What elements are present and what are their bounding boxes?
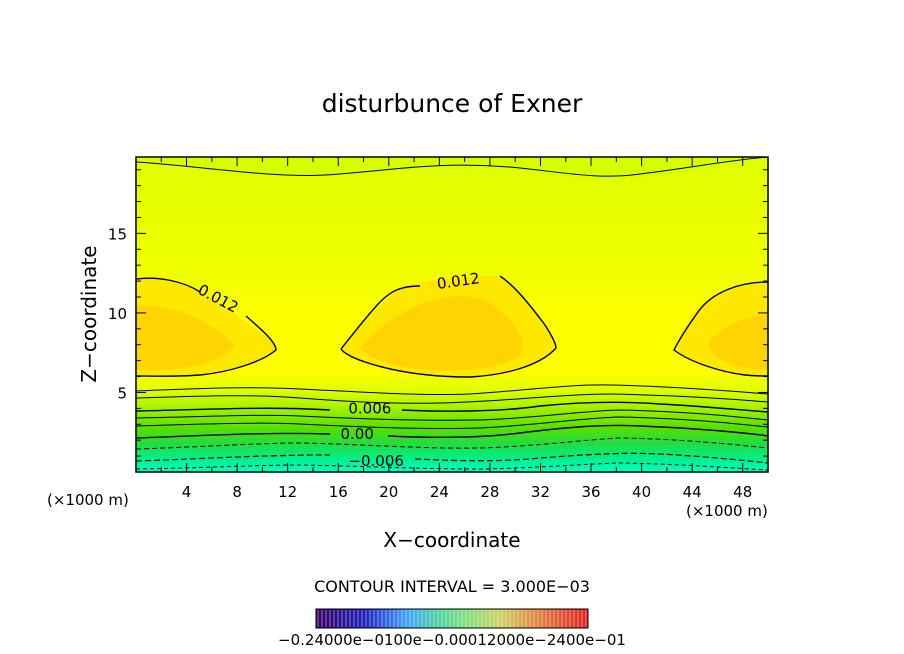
x-tick-label: 4 [182,483,192,501]
x-axis-label: X−coordinate [383,528,520,552]
y-tick-label: 5 [117,384,127,402]
y-unit-label: (×1000 m) [47,491,129,509]
contour-interval-text: CONTOUR INTERVAL = 3.000E−03 [314,577,590,596]
x-tick-label: 48 [733,483,752,501]
contour-0008 [136,393,768,404]
core-right [708,314,768,370]
y-axis-label: Z−coordinate [77,245,101,382]
colorbar: −0.24000e−0100e−0.00012000e−2400e−01 [278,608,626,649]
chart-title: disturbunce of Exner [322,89,583,118]
contour-label: 0.006 [348,399,391,417]
contour-neg-0009 [136,462,768,471]
y-tick-label: 10 [108,305,127,323]
y-axis-ticks [136,169,768,457]
colorbar-gradient [316,609,588,628]
plot-frame [135,156,769,473]
upper-band-fill [136,157,768,180]
x-tick-label: 36 [581,483,600,501]
contour-0003 [136,409,768,421]
contour-neg-0006 [136,452,768,464]
contour-0000 [136,424,768,439]
contour-label: 0.00 [340,425,373,443]
x-tick-label: 8 [232,483,242,501]
x-tick-label: 28 [480,483,499,501]
x-tick-label: 20 [379,483,398,501]
contour-0012-center [340,275,557,378]
x-tick-label: 40 [632,483,651,501]
contour-0012-left [136,277,277,377]
contour-upper [136,157,768,177]
x-tick-label: 12 [278,483,297,501]
x-unit-label: (×1000 m) [686,502,768,520]
y-tick-label: 15 [108,225,127,243]
x-tick-label: 16 [329,483,348,501]
contour-label: −0.006 [348,452,404,470]
contour-lines [136,157,768,471]
colorbar-labels: −0.24000e−0100e−0.00012000e−2400e−01 [278,631,626,649]
core-center [360,296,523,371]
contour-0012-right [673,281,768,377]
x-tick-label: 44 [683,483,702,501]
x-axis-ticks [160,157,744,472]
x-axis-tick-labels: 4 8 12 16 20 24 28 32 36 40 44 48 [182,483,752,501]
contour-0002 [136,416,768,430]
y-axis-tick-labels: 5 10 15 [108,225,127,402]
contour-0009 [136,384,768,396]
colorbar-stripes [317,610,587,627]
contour-label: 0.012 [436,269,481,293]
colorbar-frame [315,608,589,629]
contour-0006 [136,401,768,413]
x-tick-label: 24 [430,483,449,501]
x-tick-label: 32 [531,483,550,501]
core-left [136,305,235,371]
contour-neg-0003 [136,437,768,450]
